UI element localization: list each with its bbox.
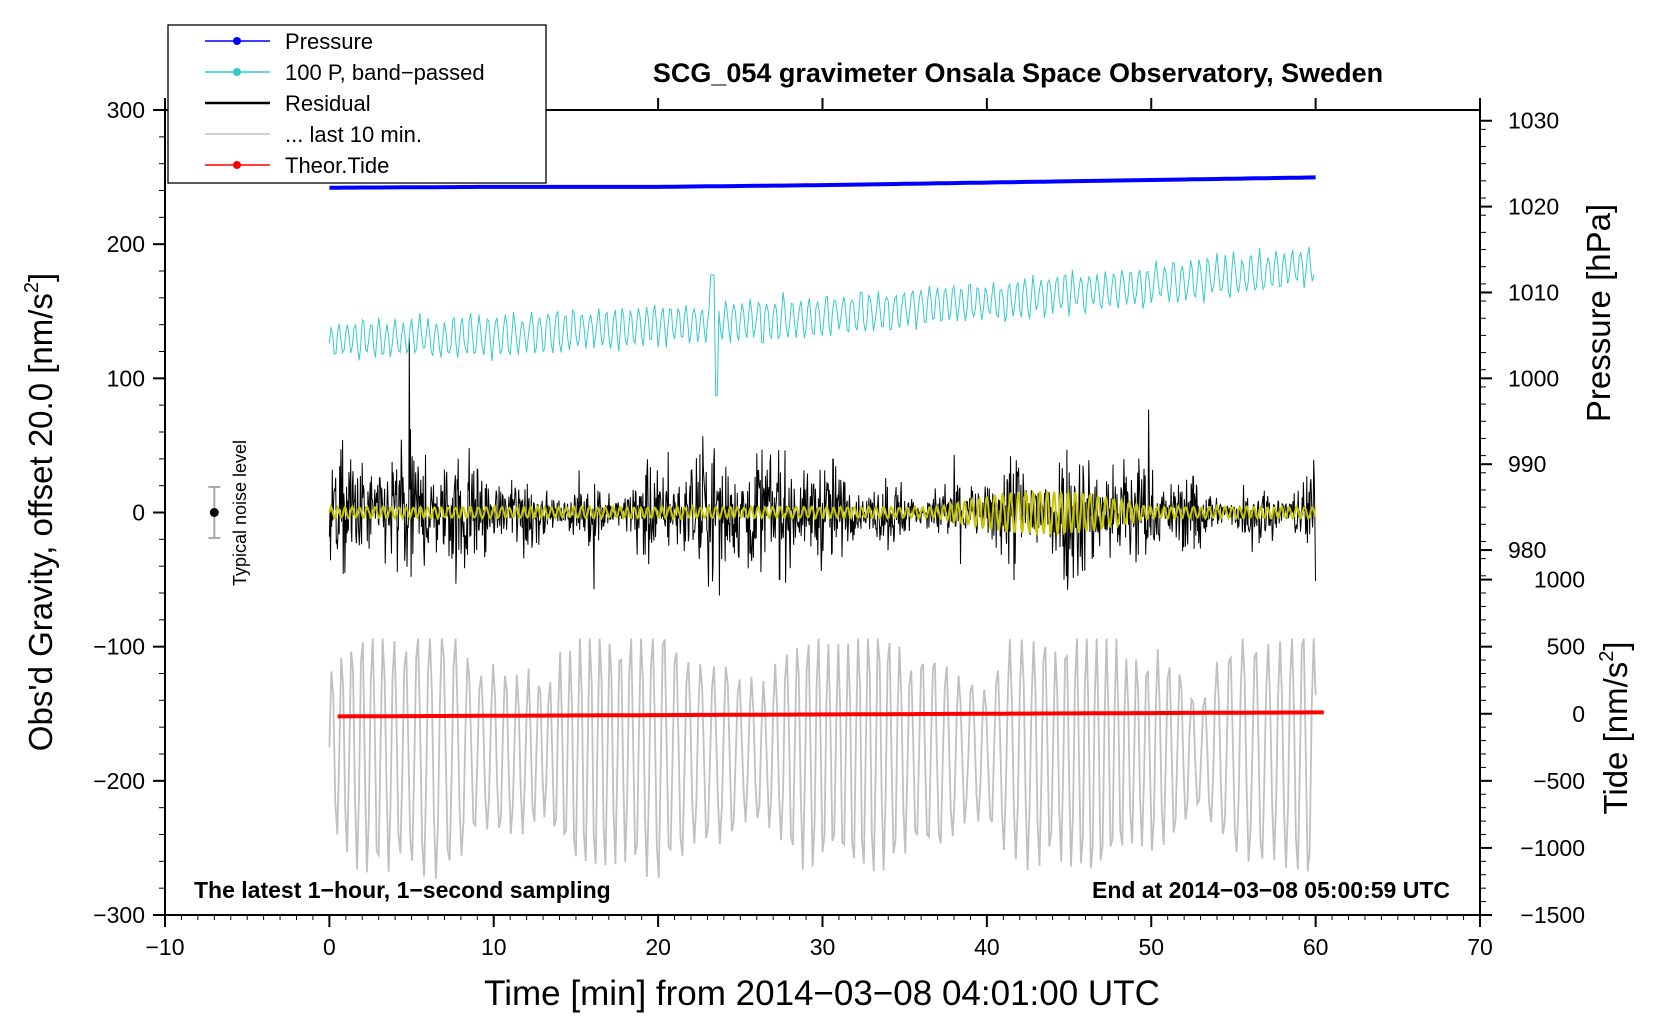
x-tick-label: 0 bbox=[323, 934, 336, 960]
y-axis-label-pressure: Pressure [hPa] bbox=[1580, 204, 1617, 422]
x-tick-label: 10 bbox=[481, 934, 507, 960]
tide-tick-label: 1000 bbox=[1534, 567, 1585, 593]
tide-axis-ticks: −1500 −1000 −500 0 500 1000 bbox=[1480, 567, 1585, 928]
series-pressure bbox=[329, 175, 1316, 190]
legend-label: Residual bbox=[285, 91, 371, 116]
y-tick-label: −100 bbox=[93, 634, 145, 660]
y-tick-label: −300 bbox=[93, 902, 145, 928]
x-axis-ticks: −10 0 10 20 30 40 50 60 70 bbox=[145, 98, 1493, 960]
y-axis-label-left-tail: ] bbox=[22, 273, 59, 282]
tide-tick-label: −1000 bbox=[1520, 835, 1585, 861]
series-100p-band-passed bbox=[328, 247, 1315, 397]
noise-level-bar bbox=[208, 486, 221, 539]
y-tick-label: 0 bbox=[132, 500, 145, 526]
y-axis-label-left-sup: 2 bbox=[21, 282, 43, 293]
x-tick-label: 30 bbox=[810, 934, 836, 960]
x-axis-label: Time [min] from 2014−03−08 04:01:00 UTC bbox=[484, 974, 1160, 1013]
x-tick-label: 70 bbox=[1467, 934, 1493, 960]
x-tick-label: 60 bbox=[1303, 934, 1329, 960]
y-axis-ticks: −300 −200 −100 0 100 200 300 bbox=[93, 97, 165, 928]
tide-tick-label: −500 bbox=[1533, 768, 1585, 794]
x-tick-label: 20 bbox=[645, 934, 671, 960]
pressure-tick-label: 1030 bbox=[1508, 108, 1559, 134]
noise-level-label: Typical noise level bbox=[230, 440, 250, 586]
y-axis-label-tide-tail: ] bbox=[1597, 641, 1634, 650]
series-last-10-min bbox=[328, 638, 1317, 879]
x-tick-label: 50 bbox=[1138, 934, 1164, 960]
noise-bar-dot bbox=[209, 508, 219, 517]
tide-tick-label: 0 bbox=[1572, 701, 1585, 727]
pressure-tick-label: 980 bbox=[1508, 537, 1546, 563]
y-axis-label-tide: Tide [nm/s2] bbox=[1596, 641, 1634, 814]
annotation-end-time: End at 2014−03−08 05:00:59 UTC bbox=[1092, 877, 1450, 903]
y-tick-label: 100 bbox=[107, 365, 145, 391]
legend: Pressure 100 P, band−passed Residual ... la… bbox=[167, 24, 547, 184]
series-residual-smoothed bbox=[328, 489, 1317, 538]
annotation-sampling: The latest 1−hour, 1−second sampling bbox=[194, 877, 611, 903]
y-tick-label: 200 bbox=[107, 231, 145, 257]
legend-label: 100 P, band−passed bbox=[285, 60, 485, 85]
tide-tick-label: −1500 bbox=[1520, 902, 1585, 928]
pressure-tick-label: 990 bbox=[1508, 451, 1546, 477]
pressure-tick-label: 1000 bbox=[1508, 365, 1559, 391]
y-axis-label-tide-main: Tide [nm/s bbox=[1597, 662, 1634, 815]
y-axis-label-tide-sup: 2 bbox=[1596, 651, 1618, 662]
series-layer bbox=[328, 175, 1324, 879]
chart-title: SCG_054 gravimeter Onsala Space Observat… bbox=[653, 58, 1383, 88]
pressure-axis-ticks: 980 990 1000 1010 1020 1030 bbox=[1480, 108, 1559, 594]
legend-label: ... last 10 min. bbox=[285, 122, 422, 147]
y-tick-label: −200 bbox=[93, 768, 145, 794]
y-axis-label-left: Obs'd Gravity, offset 20.0 [nm/s2] bbox=[21, 273, 59, 751]
legend-label: Theor.Tide bbox=[285, 153, 389, 178]
series-residual bbox=[328, 338, 1316, 596]
series-theor-tide bbox=[337, 710, 1324, 719]
x-tick-label: −10 bbox=[145, 934, 184, 960]
legend-marker bbox=[233, 37, 241, 45]
tide-tick-label: 500 bbox=[1547, 634, 1585, 660]
y-tick-label: 300 bbox=[107, 97, 145, 123]
legend-label: Pressure bbox=[285, 29, 373, 54]
y-axis-label-left-main: Obs'd Gravity, offset 20.0 [nm/s bbox=[22, 293, 59, 751]
legend-marker bbox=[233, 161, 241, 169]
pressure-tick-label: 1010 bbox=[1508, 279, 1559, 305]
x-tick-label: 40 bbox=[974, 934, 1000, 960]
legend-marker bbox=[233, 68, 241, 76]
pressure-tick-label: 1020 bbox=[1508, 194, 1559, 220]
